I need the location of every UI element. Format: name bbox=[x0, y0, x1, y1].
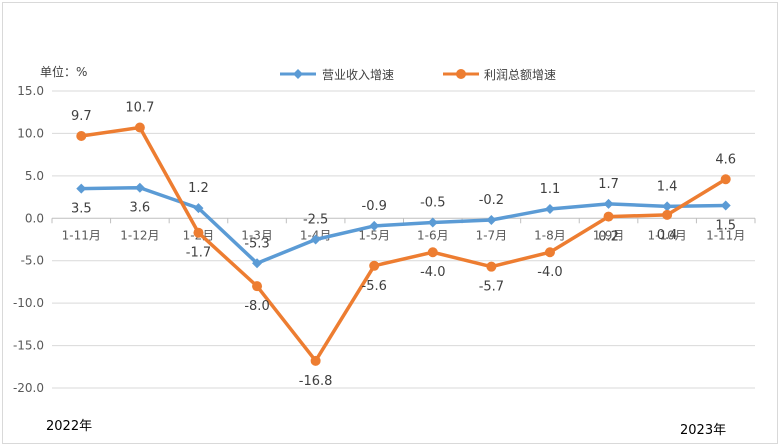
point-revenue bbox=[134, 182, 145, 193]
legend-label-revenue: 营业收入增速 bbox=[322, 68, 394, 82]
point-revenue bbox=[369, 220, 380, 231]
data-label-profit: -16.8 bbox=[299, 374, 333, 389]
y-tick-label: -15.0 bbox=[13, 339, 44, 353]
point-profit bbox=[310, 355, 321, 366]
legend-marker-profit bbox=[456, 69, 466, 79]
point-profit bbox=[427, 247, 438, 258]
point-revenue bbox=[544, 203, 555, 214]
data-label-revenue: -2.5 bbox=[303, 213, 328, 228]
chart-frame bbox=[2, 2, 778, 444]
y-tick-label: -10.0 bbox=[13, 296, 44, 310]
legend-marker-revenue bbox=[293, 69, 303, 79]
x-tick-label: 1-9月 bbox=[593, 228, 625, 242]
point-profit bbox=[369, 260, 380, 271]
unit-label: 单位：% bbox=[40, 64, 87, 79]
point-profit bbox=[544, 247, 555, 258]
data-label-profit: 9.7 bbox=[71, 109, 92, 124]
y-tick-label: -5.0 bbox=[21, 254, 44, 268]
x-tick-label: 1-11月 bbox=[706, 228, 745, 242]
data-label-revenue: 1.4 bbox=[657, 179, 678, 194]
legend-item-revenue: 营业收入增速 bbox=[280, 68, 394, 82]
data-label-profit: 4.6 bbox=[715, 152, 736, 167]
point-revenue bbox=[720, 200, 731, 211]
data-label-revenue: 1.1 bbox=[540, 182, 561, 197]
point-profit bbox=[603, 211, 614, 222]
point-revenue bbox=[662, 201, 673, 212]
x-tick-label: 1-12月 bbox=[120, 228, 159, 242]
data-label-revenue: -5.3 bbox=[244, 236, 269, 251]
data-label-revenue: 1.7 bbox=[598, 177, 619, 192]
data-label-revenue: 1.5 bbox=[715, 219, 736, 234]
point-revenue bbox=[252, 258, 263, 269]
x-axis: 1-11月1-12月1-2月1-3月1-4月1-5月1-6月1-7月1-8月1-… bbox=[51, 217, 756, 242]
y-tick-label: 10.0 bbox=[17, 126, 44, 140]
series-lines bbox=[76, 122, 731, 366]
x-tick-label: 1-11月 bbox=[62, 228, 101, 242]
point-revenue bbox=[193, 203, 204, 214]
data-label-profit: -4.0 bbox=[537, 265, 562, 280]
y-axis: 15.0 10.0 5.0 0.0 -5.0 -10.0 -15.0 -20.0 bbox=[13, 84, 44, 395]
x-tick-label: 1-8月 bbox=[534, 228, 566, 242]
data-label-revenue: -0.2 bbox=[479, 193, 504, 208]
year-label-start: 2022年 bbox=[46, 419, 92, 434]
series-line-profit bbox=[81, 125, 727, 363]
point-profit bbox=[720, 174, 731, 185]
data-label-revenue: -0.5 bbox=[420, 196, 445, 211]
data-label-profit: -4.0 bbox=[420, 265, 445, 280]
legend-label-profit: 利润总额增速 bbox=[484, 68, 556, 82]
data-label-profit: -5.7 bbox=[479, 280, 504, 295]
legend: 营业收入增速 利润总额增速 bbox=[280, 68, 556, 82]
data-label-revenue: -0.9 bbox=[362, 199, 387, 214]
x-tick-label: 1-10月 bbox=[648, 228, 687, 242]
point-profit bbox=[662, 209, 673, 220]
x-tick-label: 1-5月 bbox=[358, 228, 390, 242]
point-profit bbox=[486, 261, 497, 272]
series-line-revenue bbox=[81, 185, 726, 266]
y-tick-label: 5.0 bbox=[25, 169, 44, 183]
point-revenue bbox=[310, 234, 321, 245]
year-label-end: 2023年 bbox=[680, 423, 726, 438]
gridlines bbox=[52, 90, 755, 389]
point-revenue bbox=[76, 183, 87, 194]
data-label-profit: -8.0 bbox=[244, 299, 269, 314]
y-tick-label: -20.0 bbox=[13, 381, 44, 395]
data-label-profit: -1.7 bbox=[186, 246, 211, 261]
data-labels: 3.5 3.6 1.2 -5.3 -2.5 -0.9 -0.5 -0.2 1.1 1.7 1.4 1.… bbox=[71, 100, 736, 388]
x-tick-label: 1-3月 bbox=[241, 228, 273, 242]
point-revenue bbox=[427, 217, 438, 228]
x-tick-label: 1-7月 bbox=[476, 228, 508, 242]
point-revenue bbox=[486, 214, 497, 225]
data-label-profit: 0.2 bbox=[598, 230, 619, 245]
x-tick-label: 1-6月 bbox=[417, 228, 449, 242]
point-profit bbox=[193, 227, 204, 238]
data-label-revenue: 3.6 bbox=[130, 201, 151, 216]
data-label-revenue: 1.2 bbox=[188, 181, 209, 196]
y-tick-label: 15.0 bbox=[17, 84, 44, 98]
point-profit bbox=[252, 281, 263, 292]
data-label-revenue: 3.5 bbox=[71, 202, 92, 217]
y-tick-label: 0.0 bbox=[25, 211, 44, 225]
point-revenue bbox=[603, 198, 614, 209]
data-label-profit: -5.6 bbox=[362, 279, 387, 294]
legend-item-profit: 利润总额增速 bbox=[443, 68, 556, 82]
data-label-profit: 10.7 bbox=[125, 100, 154, 115]
point-profit bbox=[76, 130, 87, 141]
data-label-profit: 0.4 bbox=[657, 228, 678, 243]
point-profit bbox=[134, 122, 145, 133]
